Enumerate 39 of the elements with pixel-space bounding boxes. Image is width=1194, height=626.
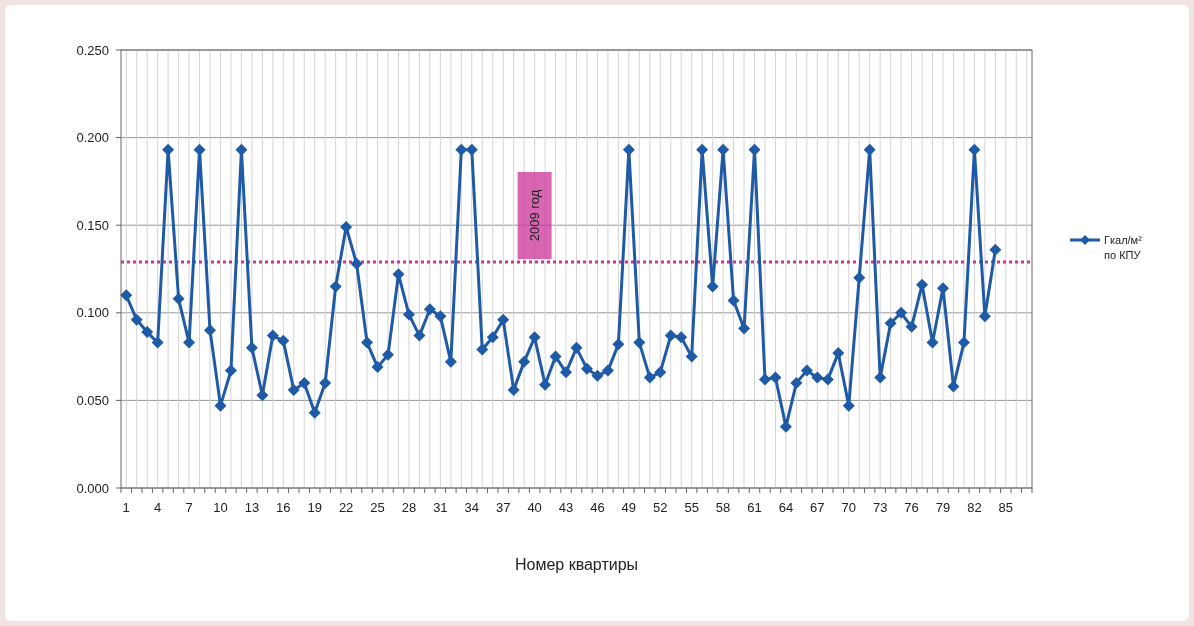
x-tick-label: 22 — [338, 500, 354, 515]
x-tick-label: 1 — [122, 500, 130, 515]
x-tick-label: 61 — [747, 500, 762, 515]
x-tick-label: 79 — [935, 500, 951, 515]
label-tag: 2009 год — [517, 172, 552, 259]
x-tick-label: 10 — [213, 500, 228, 515]
y-tick-label: 0.100 — [76, 305, 109, 321]
x-tick-label: 76 — [904, 500, 919, 515]
x-tick-label: 31 — [433, 500, 448, 515]
x-tick-label: 55 — [684, 500, 699, 515]
y-tick-label: 0.200 — [76, 130, 109, 146]
x-tick-label: 7 — [185, 500, 193, 515]
x-tick-label: 37 — [495, 500, 511, 515]
x-tick-label: 64 — [778, 500, 794, 515]
ref-line-label: 2009 год — [527, 189, 543, 242]
x-tick-label: 43 — [558, 500, 574, 515]
x-tick-label: 40 — [527, 500, 542, 515]
x-tick-label: 16 — [276, 500, 291, 515]
x-tick-label: 49 — [621, 500, 637, 515]
x-tick-label: 34 — [464, 500, 480, 515]
x-tick-label: 82 — [967, 500, 982, 515]
legend-label: Гкал/м² по КПУ — [1104, 233, 1143, 262]
x-tick-label: 85 — [998, 500, 1014, 515]
y-tick-label: 0.050 — [76, 392, 109, 408]
x-tick-label: 28 — [401, 500, 417, 515]
y-tick-label: 0.250 — [76, 42, 109, 58]
x-tick-label: 58 — [715, 500, 731, 515]
x-tick-label: 13 — [244, 500, 260, 515]
x-tick-label: 4 — [154, 500, 162, 515]
x-tick-label: 52 — [653, 500, 668, 515]
x-tick-label: 19 — [307, 500, 322, 515]
x-tick-label: 67 — [810, 500, 825, 515]
x-tick-label: 46 — [590, 500, 605, 515]
x-tick-label: 73 — [872, 500, 888, 515]
x-axis-title: Номер квартиры — [514, 556, 639, 573]
x-tick-label: 70 — [841, 500, 856, 515]
x-tick-label: 25 — [370, 500, 385, 515]
y-tick-label: 0.000 — [76, 480, 109, 496]
y-tick-label: 0.150 — [76, 217, 109, 233]
